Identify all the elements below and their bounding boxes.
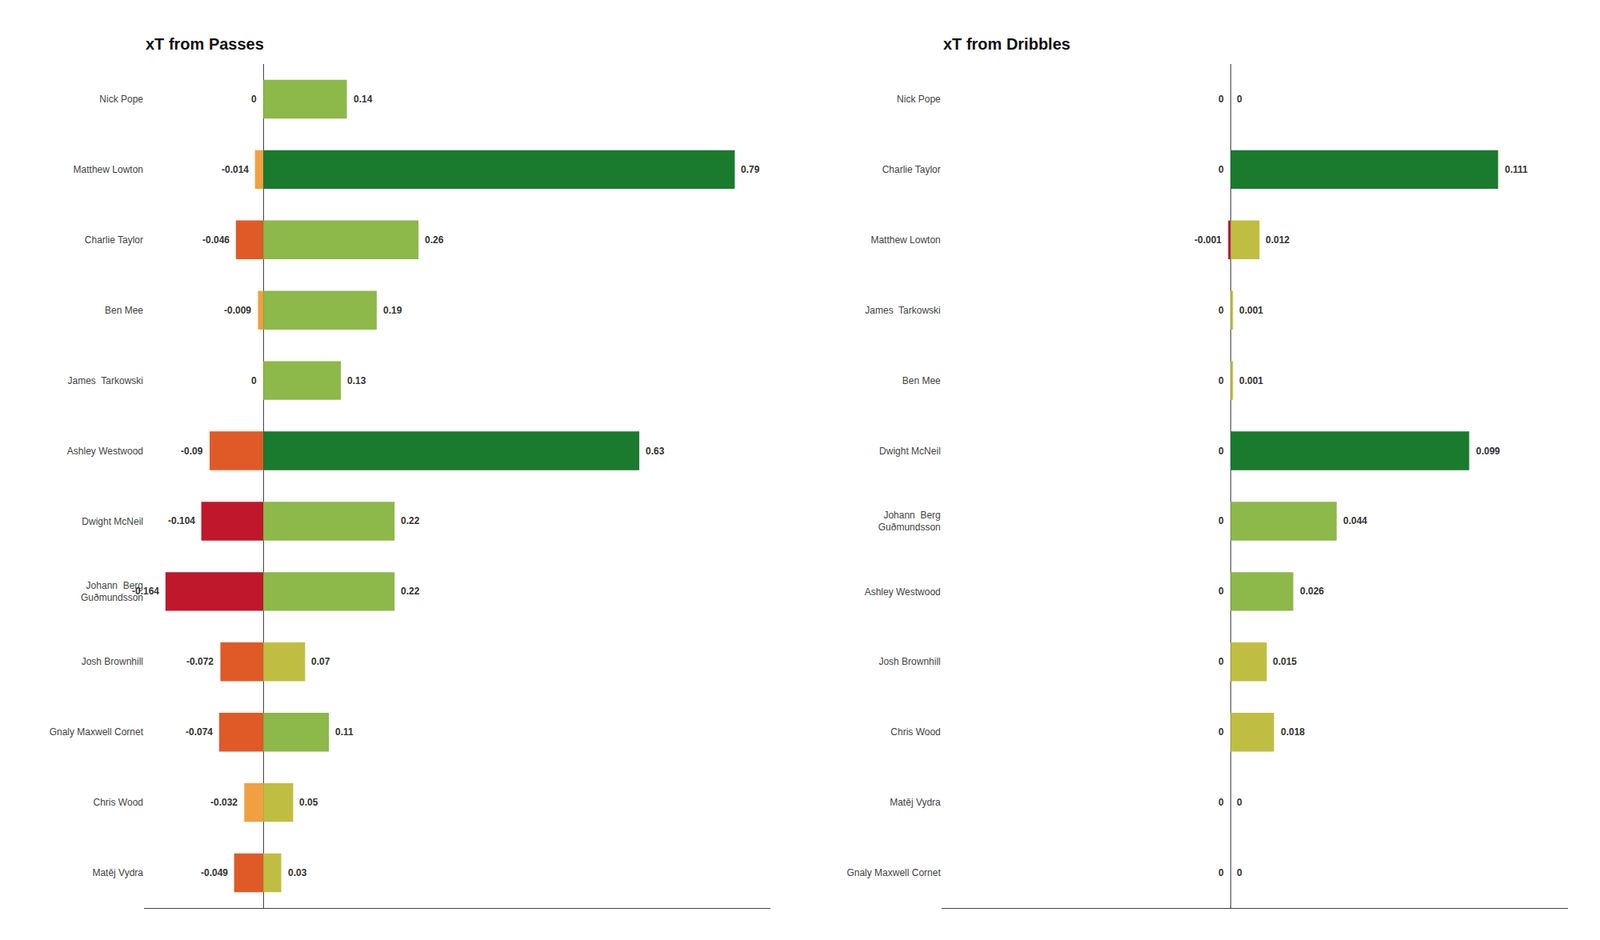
svg-text:Ashley Westwood: Ashley Westwood — [864, 586, 941, 598]
svg-text:0.012: 0.012 — [1265, 234, 1290, 246]
svg-text:0: 0 — [1218, 164, 1224, 176]
svg-text:0: 0 — [1218, 93, 1224, 105]
svg-text:James Tarkowski: James Tarkowski — [68, 375, 144, 387]
svg-text:0: 0 — [1218, 796, 1224, 808]
svg-text:Nick Pope: Nick Pope — [896, 93, 941, 105]
svg-text:Johann BergGuðmundsson: Johann BergGuðmundsson — [80, 580, 144, 604]
svg-text:0.13: 0.13 — [347, 375, 367, 387]
svg-text:0.03: 0.03 — [288, 867, 308, 879]
svg-text:Chris Wood: Chris Wood — [93, 796, 144, 808]
svg-text:0.07: 0.07 — [311, 656, 331, 668]
svg-text:-0.014: -0.014 — [221, 164, 249, 176]
svg-text:xT from Dribbles: xT from Dribbles — [943, 35, 1071, 53]
svg-text:Matěj Vydra: Matěj Vydra — [889, 796, 941, 808]
svg-text:0.26: 0.26 — [424, 234, 444, 246]
svg-text:0.22: 0.22 — [400, 585, 420, 597]
svg-text:0.015: 0.015 — [1272, 656, 1297, 668]
svg-text:0.19: 0.19 — [383, 304, 403, 316]
svg-text:0: 0 — [1218, 867, 1224, 879]
svg-text:0: 0 — [1218, 515, 1224, 527]
svg-text:0.026: 0.026 — [1300, 585, 1324, 597]
svg-text:Johann BergGuðmundsson: Johann BergGuðmundsson — [878, 509, 941, 534]
svg-text:0.05: 0.05 — [299, 796, 319, 808]
svg-text:0: 0 — [1218, 585, 1224, 597]
svg-text:-0.09: -0.09 — [180, 445, 204, 457]
svg-text:-0.072: -0.072 — [186, 656, 214, 668]
svg-text:0.099: 0.099 — [1476, 445, 1500, 457]
svg-text:Charlie Taylor: Charlie Taylor — [882, 164, 941, 176]
svg-text:-0.032: -0.032 — [210, 796, 238, 808]
svg-text:0.79: 0.79 — [740, 164, 760, 176]
svg-text:Matěj Vydra: Matěj Vydra — [92, 867, 144, 879]
svg-text:Dwight McNeil: Dwight McNeil — [879, 445, 941, 457]
svg-text:0: 0 — [251, 375, 257, 387]
svg-text:0: 0 — [1218, 304, 1224, 316]
svg-text:0.001: 0.001 — [1239, 304, 1264, 316]
svg-text:0: 0 — [1218, 445, 1224, 457]
svg-text:0.11: 0.11 — [335, 726, 354, 738]
svg-text:xT from Passes: xT from Passes — [145, 35, 264, 53]
svg-text:Matthew Lowton: Matthew Lowton — [73, 164, 144, 176]
svg-text:Ben Mee: Ben Mee — [902, 375, 941, 387]
svg-text:-0.001: -0.001 — [1194, 234, 1222, 246]
svg-text:-0.164: -0.164 — [132, 585, 160, 597]
svg-text:0: 0 — [1236, 93, 1243, 105]
svg-text:0: 0 — [1218, 726, 1224, 738]
svg-text:-0.049: -0.049 — [200, 867, 228, 879]
svg-text:0: 0 — [1236, 796, 1243, 808]
svg-text:Charlie Taylor: Charlie Taylor — [84, 234, 144, 246]
svg-text:0: 0 — [1218, 375, 1224, 387]
svg-text:Gnaly Maxwell Cornet: Gnaly Maxwell Cornet — [49, 726, 144, 738]
svg-text:0.111: 0.111 — [1504, 164, 1528, 176]
svg-text:0.001: 0.001 — [1239, 375, 1264, 387]
svg-text:Josh Brownhill: Josh Brownhill — [81, 656, 144, 668]
svg-text:James Tarkowski: James Tarkowski — [864, 304, 940, 316]
svg-text:Nick Pope: Nick Pope — [99, 93, 144, 105]
svg-text:0.22: 0.22 — [400, 515, 420, 527]
svg-text:Josh Brownhill: Josh Brownhill — [878, 656, 940, 668]
svg-text:0.14: 0.14 — [353, 93, 373, 105]
svg-text:Matthew Lowton: Matthew Lowton — [870, 234, 940, 246]
svg-text:-0.009: -0.009 — [224, 304, 252, 316]
svg-text:0.63: 0.63 — [645, 445, 665, 457]
svg-text:Chris Wood: Chris Wood — [890, 726, 940, 738]
svg-text:-0.104: -0.104 — [168, 515, 196, 527]
svg-text:0: 0 — [1218, 656, 1224, 668]
svg-text:Gnaly Maxwell Cornet: Gnaly Maxwell Cornet — [846, 867, 941, 879]
svg-text:0.018: 0.018 — [1280, 726, 1305, 738]
svg-text:0: 0 — [251, 93, 257, 105]
svg-text:Dwight McNeil: Dwight McNeil — [81, 516, 144, 528]
svg-text:Ashley Westwood: Ashley Westwood — [67, 445, 144, 457]
svg-text:Ben Mee: Ben Mee — [104, 304, 144, 316]
svg-text:0.044: 0.044 — [1343, 515, 1368, 527]
svg-text:-0.046: -0.046 — [202, 234, 230, 246]
svg-text:-0.074: -0.074 — [185, 726, 213, 738]
svg-text:0: 0 — [1236, 867, 1243, 879]
